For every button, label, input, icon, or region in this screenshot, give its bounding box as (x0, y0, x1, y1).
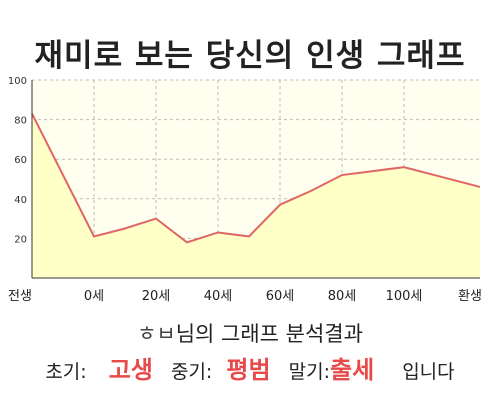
late-value: 출세 (329, 356, 375, 384)
life-graph-chart: 20 40 60 80 100 전생 0세 20세 40세 60세 80세 100세 환생 (8, 76, 482, 304)
middle-value: 평범 (226, 356, 271, 384)
x-axis-tick-labels: 전생 0세 20세 40세 60세 80세 100세 환생 (8, 289, 482, 304)
x-tick-label-6: 100세 (386, 289, 423, 304)
series-line (31, 113, 481, 244)
x-tick-label-5: 80세 (328, 289, 357, 304)
analysis-summary: 초기: 고생 중기: 평범 말기:출세 입니다 (0, 350, 500, 385)
series-area (32, 113, 480, 278)
y-tick-label-20: 20 (14, 234, 27, 245)
x-tick-label-7: 환생 (458, 289, 482, 304)
y-tick-label-40: 40 (14, 195, 27, 206)
user-name: ㅎㅂ (137, 322, 176, 346)
y-tick-label-80: 80 (14, 116, 27, 127)
x-tick-label-2: 20세 (142, 289, 171, 304)
y-tick-label-60: 60 (14, 155, 27, 166)
x-tick-label-1: 0세 (84, 289, 104, 304)
ending-text: 입니다 (402, 361, 455, 383)
chart-title: 재미로 보는 당신의 인생 그래프 (34, 38, 466, 74)
x-tick-label-3: 40세 (204, 289, 233, 304)
late-label: 말기: (288, 361, 330, 383)
analysis-heading-suffix: 님의 그래프 분석결과 (175, 322, 363, 346)
early-label: 초기: (45, 361, 87, 383)
y-axis-tick-labels: 20 40 60 80 100 (8, 76, 27, 245)
x-tick-label-4: 60세 (266, 289, 295, 304)
analysis-heading: ㅎㅂ님의 그래프 분석결과 (0, 318, 500, 348)
y-tick-label-100: 100 (8, 76, 27, 87)
early-value: 고생 (108, 356, 153, 384)
middle-label: 중기: (170, 361, 213, 383)
x-tick-label-0: 전생 (8, 289, 32, 304)
